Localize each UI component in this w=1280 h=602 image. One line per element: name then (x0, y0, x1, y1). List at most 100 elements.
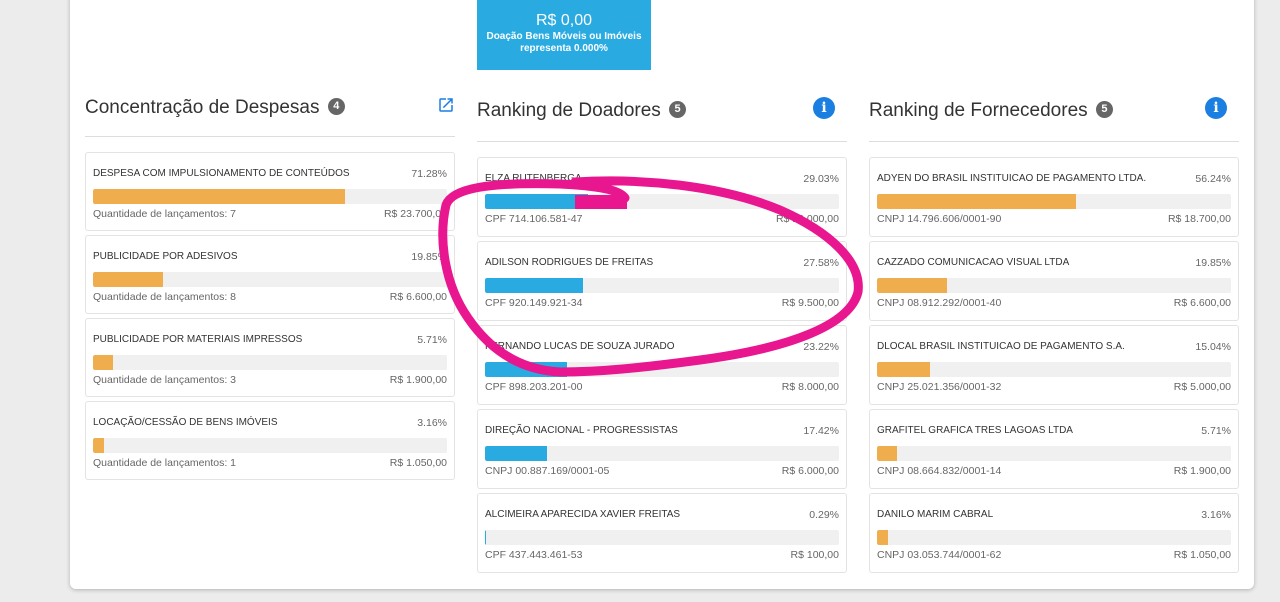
card-name: LOCAÇÃO/CESSÃO DE BENS IMÓVEIS (93, 417, 278, 428)
doadores-count-badge: 5 (669, 101, 687, 119)
progress-bar-fill (93, 438, 105, 453)
progress-bar-fill (877, 278, 948, 293)
card-value: R$ 23.700,00 (383, 208, 447, 220)
card-name: DLOCAL BRASIL INSTITUICAO DE PAGAMENTO S… (877, 341, 1125, 352)
card-value: R$ 6.600,00 (1173, 297, 1231, 309)
doadores-section: Ranking de Doadores 5 i ELZA RUTENBERGA 2… (477, 96, 847, 573)
doadores-card[interactable]: ALCIMEIRA APARECIDA XAVIER FREITAS 0.29% C… (477, 493, 847, 573)
progress-bar-fill (485, 194, 588, 209)
card-value: R$ 1.050,00 (389, 457, 447, 469)
card-value: R$ 6.000,00 (781, 465, 839, 477)
doacao-bens-summary-box: R$ 0,00 Doação Bens Móveis ou Imóveis re… (477, 0, 651, 70)
progress-bar-fill (93, 355, 114, 370)
card-percentage: 15.04% (1195, 341, 1231, 353)
card-value: R$ 9.500,00 (781, 297, 839, 309)
card-percentage: 19.85% (411, 251, 447, 263)
progress-bar-fill (93, 189, 346, 204)
despesas-count-badge: 4 (327, 98, 345, 116)
card-subtext: Quantidade de lançamentos: 3 (93, 374, 237, 386)
fornecedores-card[interactable]: GRAFITEL GRAFICA TRES LAGOAS LTDA 5.71% CN… (869, 409, 1239, 489)
progress-bar-fill (485, 446, 547, 461)
progress-bar (877, 278, 1231, 293)
card-name: PUBLICIDADE POR MATERIAIS IMPRESSOS (93, 334, 303, 345)
progress-bar (485, 194, 839, 209)
card-subtext: CNPJ 00.887.169/0001-05 (485, 465, 610, 477)
card-percentage: 56.24% (1195, 173, 1231, 185)
card-subtext: CNPJ 03.053.744/0001-62 (877, 549, 1002, 561)
fornecedores-info-icon[interactable]: i (1205, 97, 1227, 119)
progress-bar (485, 530, 839, 545)
progress-bar-fill (485, 530, 487, 545)
progress-bar (485, 446, 839, 461)
card-value: R$ 5.000,00 (1173, 381, 1231, 393)
card-subtext: CPF 920.149.921-34 (485, 297, 583, 309)
external-link-icon[interactable] (437, 96, 455, 114)
progress-bar-fill (877, 362, 931, 377)
card-name: GRAFITEL GRAFICA TRES LAGOAS LTDA (877, 425, 1073, 436)
card-subtext: CPF 437.443.461-53 (485, 549, 583, 561)
card-value: R$ 6.600,00 (389, 291, 447, 303)
doadores-card[interactable]: DIREÇÃO NACIONAL - PROGRESSISTAS 17.42% CN… (477, 409, 847, 489)
card-subtext: CNPJ 25.021.356/0001-32 (877, 381, 1002, 393)
doadores-header: Ranking de Doadores 5 i (477, 96, 847, 132)
doacao-bens-description-line2: representa 0.000% (520, 43, 608, 54)
doacao-bens-description-line1: Doação Bens Móveis ou Imóveis (486, 31, 642, 42)
fornecedores-card[interactable]: CAZZADO COMUNICACAO VISUAL LTDA 19.85% CNP… (869, 241, 1239, 321)
doadores-card[interactable]: ELZA RUTENBERGA 29.03% CPF 714.106.581-47 R… (477, 157, 847, 237)
progress-bar-fill (93, 272, 164, 287)
progress-bar (877, 530, 1231, 545)
despesas-header-divider (85, 136, 455, 137)
doadores-title: Ranking de Doadores 5 (477, 100, 687, 122)
card-value: R$ 18.700,00 (1167, 213, 1231, 225)
progress-bar (877, 362, 1231, 377)
card-subtext: CPF 714.106.581-47 (485, 213, 583, 225)
card-value: R$ 8.000,00 (781, 381, 839, 393)
progress-bar (485, 362, 839, 377)
progress-bar-fill (485, 278, 583, 293)
card-percentage: 0.29% (809, 509, 839, 521)
doadores-header-divider (477, 141, 847, 142)
card-subtext: CNPJ 08.664.832/0001-14 (877, 465, 1002, 477)
fornecedores-header: Ranking de Fornecedores 5 i (869, 96, 1239, 132)
card-percentage: 3.16% (417, 417, 447, 429)
card-value: R$ 10.000,00 (775, 213, 839, 225)
fornecedores-card[interactable]: ADYEN DO BRASIL INSTITUICAO DE PAGAMENTO… (869, 157, 1239, 237)
fornecedores-card[interactable]: DLOCAL BRASIL INSTITUICAO DE PAGAMENTO S… (869, 325, 1239, 405)
card-subtext: Quantidade de lançamentos: 8 (93, 291, 237, 303)
card-subtext: Quantidade de lançamentos: 1 (93, 457, 237, 469)
card-name: FERNANDO LUCAS DE SOUZA JURADO (485, 341, 675, 352)
card-name: PUBLICIDADE POR ADESIVOS (93, 251, 238, 262)
card-percentage: 3.16% (1201, 509, 1231, 521)
card-name: DANILO MARIM CABRAL (877, 509, 994, 520)
doadores-card[interactable]: ADILSON RODRIGUES DE FREITAS 27.58% CPF 92… (477, 241, 847, 321)
despesas-header: Concentração de Despesas 4 (85, 96, 455, 132)
fornecedores-card[interactable]: DANILO MARIM CABRAL 3.16% CNPJ 03.053.744/… (869, 493, 1239, 573)
despesas-card[interactable]: DESPESA COM IMPULSIONAMENTO DE CONTEÚDOS… (85, 152, 455, 231)
card-name: ADILSON RODRIGUES DE FREITAS (485, 257, 654, 268)
doadores-info-icon[interactable]: i (813, 97, 835, 119)
card-name: ADYEN DO BRASIL INSTITUICAO DE PAGAMENTO… (877, 173, 1147, 184)
card-percentage: 71.28% (411, 168, 447, 180)
card-name: DIREÇÃO NACIONAL - PROGRESSISTAS (485, 425, 678, 436)
card-subtext: CNPJ 14.796.606/0001-90 (877, 213, 1002, 225)
doadores-title-text: Ranking de Doadores (477, 100, 661, 121)
card-percentage: 19.85% (1195, 257, 1231, 269)
despesas-card[interactable]: PUBLICIDADE POR MATERIAIS IMPRESSOS 5.71%… (85, 318, 455, 397)
despesas-title: Concentração de Despesas 4 (85, 97, 345, 119)
doacao-bens-amount: R$ 0,00 (535, 12, 593, 29)
progress-bar (93, 355, 447, 370)
progress-bar-fill (877, 194, 1077, 209)
card-name: DESPESA COM IMPULSIONAMENTO DE CONTEÚDOS (93, 168, 350, 179)
progress-bar (877, 194, 1231, 209)
progress-bar-fill (485, 362, 568, 377)
card-subtext: CPF 898.203.201-00 (485, 381, 583, 393)
card-name: CAZZADO COMUNICACAO VISUAL LTDA (877, 257, 1070, 268)
card-percentage: 29.03% (803, 173, 839, 185)
card-name: ELZA RUTENBERGA (485, 173, 582, 184)
despesas-card[interactable]: PUBLICIDADE POR ADESIVOS 19.85% Quantidade… (85, 235, 455, 314)
card-percentage: 27.58% (803, 257, 839, 269)
doadores-card[interactable]: FERNANDO LUCAS DE SOUZA JURADO 23.22% CPF … (477, 325, 847, 405)
despesas-card[interactable]: LOCAÇÃO/CESSÃO DE BENS IMÓVEIS 3.16% Quant… (85, 401, 455, 480)
card-percentage: 17.42% (803, 425, 839, 437)
fornecedores-count-badge: 5 (1095, 101, 1113, 119)
